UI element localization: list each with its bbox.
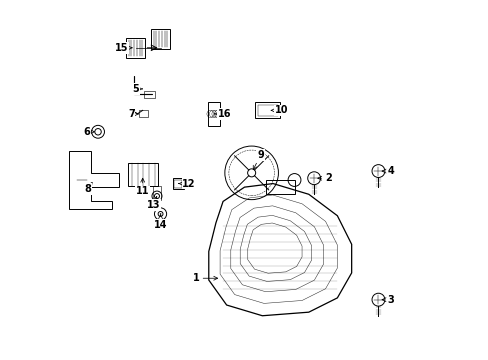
Bar [257,105,277,116]
Text: 10: 10 [271,105,288,115]
Text: 2: 2 [317,173,331,183]
Bar [265,180,294,194]
Bar [207,102,220,126]
Bar [127,163,158,186]
Bar [139,111,148,117]
Text: 13: 13 [146,197,160,210]
Bar [174,180,182,188]
Bar [144,91,155,98]
Text: 12: 12 [179,179,196,189]
Bar [172,178,184,189]
Bar [150,29,170,49]
Text: 1: 1 [192,273,217,283]
Bar [153,186,160,200]
Text: 16: 16 [214,109,231,119]
Text: 6: 6 [83,127,94,137]
Bar [125,38,145,58]
Text: 11: 11 [136,178,149,197]
Text: 5: 5 [132,84,142,94]
Text: 9: 9 [253,150,264,170]
Text: 4: 4 [381,166,393,176]
Text: 7: 7 [128,109,138,119]
Circle shape [160,213,161,215]
Text: 15: 15 [114,43,132,53]
Bar [255,102,280,118]
Text: 3: 3 [381,295,393,305]
Text: 8: 8 [84,183,92,194]
Text: 14: 14 [154,215,167,230]
